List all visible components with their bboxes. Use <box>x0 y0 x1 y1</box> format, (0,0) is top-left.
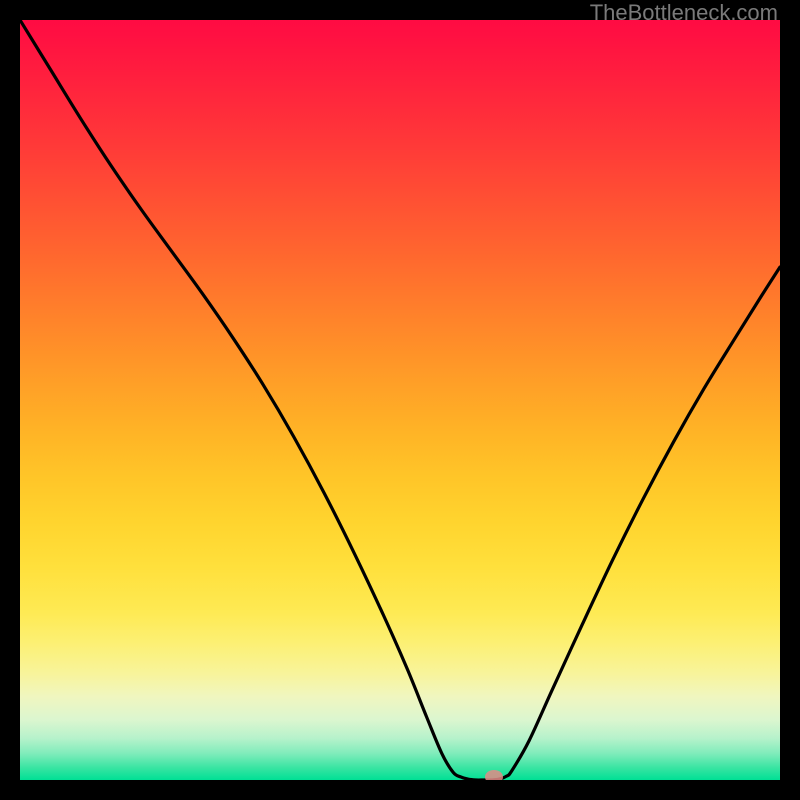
watermark-text: TheBottleneck.com <box>590 0 778 26</box>
plot-area <box>20 20 780 780</box>
bottleneck-curve <box>20 20 780 780</box>
minimum-marker <box>485 770 503 780</box>
chart-frame: TheBottleneck.com <box>0 0 800 800</box>
